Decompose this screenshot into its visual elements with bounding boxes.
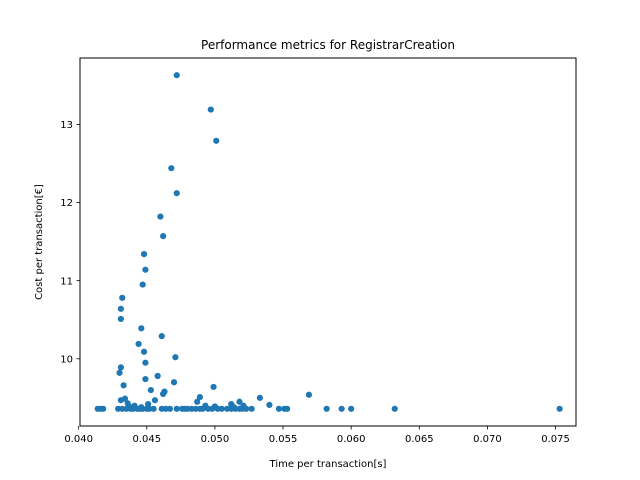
- data-point: [168, 165, 175, 172]
- y-axis: 10 11 12 13: [60, 120, 80, 365]
- data-point: [116, 369, 123, 376]
- x-axis-label: Time per transaction[s]: [269, 459, 387, 470]
- y-tick-label: 11: [60, 276, 73, 287]
- x-axis: 0.040 0.045 0.050 0.055 0.060 0.065 0.070 0.075: [64, 426, 570, 445]
- data-point: [556, 405, 563, 412]
- chart-title: Performance metrics for RegistrarCreatio…: [201, 38, 455, 52]
- data-point: [145, 401, 152, 408]
- data-point: [218, 405, 225, 412]
- x-tick-label: 0.070: [473, 434, 502, 445]
- data-point: [142, 376, 149, 383]
- data-point: [275, 405, 283, 412]
- data-point: [284, 405, 291, 412]
- data-point: [160, 390, 167, 398]
- data-point: [100, 405, 107, 412]
- data-point: [194, 398, 201, 405]
- x-tick-label: 0.040: [64, 434, 93, 445]
- data-point: [248, 405, 255, 412]
- x-tick-label: 0.055: [269, 434, 298, 445]
- data-point: [207, 106, 214, 113]
- data-point: [338, 405, 345, 412]
- x-tick-label: 0.065: [405, 434, 434, 445]
- data-point: [236, 398, 243, 405]
- y-tick-label: 13: [60, 120, 73, 131]
- data-point: [173, 72, 180, 79]
- plot-frame: [79, 57, 577, 427]
- data-point: [170, 379, 178, 386]
- data-point: [160, 233, 167, 240]
- data-point: [199, 405, 206, 412]
- data-point: [117, 305, 124, 312]
- x-tick-label: 0.050: [201, 434, 230, 445]
- data-point: [139, 281, 146, 288]
- data-point: [166, 405, 174, 412]
- x-tick-label: 0.045: [132, 434, 161, 445]
- data-point: [157, 213, 164, 220]
- data-point: [391, 405, 398, 412]
- data-points: [94, 72, 563, 412]
- data-point: [117, 364, 124, 371]
- data-point: [196, 393, 204, 401]
- data-point: [173, 190, 180, 197]
- data-point: [150, 405, 157, 412]
- data-point: [256, 394, 263, 401]
- x-tick-label: 0.075: [541, 434, 570, 445]
- data-point: [210, 383, 217, 391]
- y-tick-label: 10: [60, 354, 73, 365]
- data-point: [213, 137, 220, 144]
- x-tick-label: 0.060: [337, 434, 366, 445]
- data-point: [140, 348, 148, 355]
- data-point: [154, 372, 161, 380]
- data-point: [140, 251, 148, 258]
- data-point: [117, 397, 124, 404]
- data-point: [173, 405, 180, 412]
- data-point: [172, 354, 179, 361]
- data-point: [142, 266, 149, 273]
- data-point: [305, 391, 313, 398]
- data-point: [243, 405, 250, 412]
- data-point: [348, 405, 355, 412]
- data-point: [209, 405, 216, 412]
- data-point: [323, 405, 330, 412]
- y-axis-label: Cost per transaction[€]: [34, 184, 45, 300]
- data-point: [142, 359, 149, 366]
- data-point: [117, 315, 124, 323]
- data-point: [120, 382, 127, 389]
- data-point: [158, 333, 165, 340]
- data-point: [147, 386, 154, 394]
- data-point: [135, 340, 142, 348]
- data-point: [151, 397, 159, 404]
- y-tick-label: 12: [60, 198, 73, 209]
- data-point: [266, 401, 273, 408]
- data-point: [138, 325, 145, 332]
- data-point: [119, 294, 126, 301]
